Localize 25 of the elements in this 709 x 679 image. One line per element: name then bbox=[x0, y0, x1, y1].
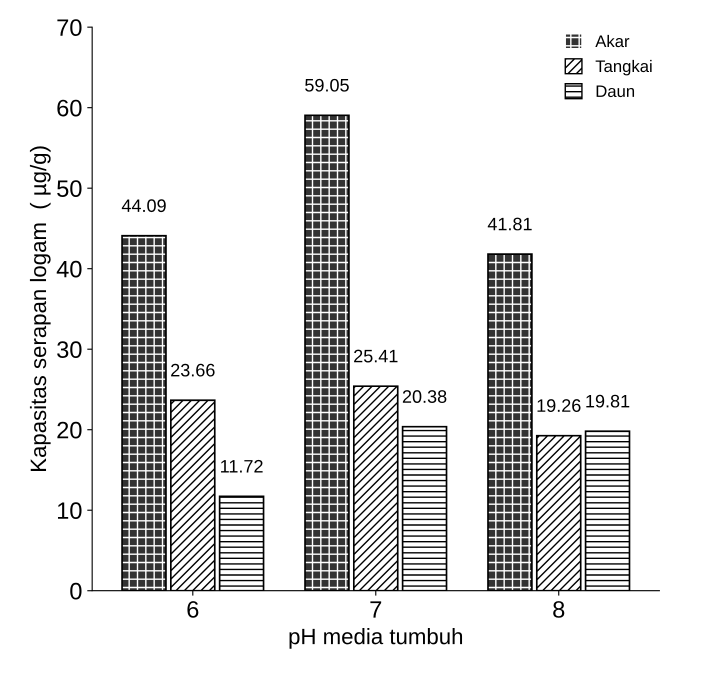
y-tick-label: 70 bbox=[57, 19, 82, 36]
x-tick-label: 6 bbox=[187, 601, 198, 618]
data-label: 23.66 bbox=[171, 364, 215, 377]
data-label: 44.09 bbox=[122, 199, 166, 212]
legend-label: Akar bbox=[595, 34, 630, 48]
y-tick-label: 20 bbox=[57, 422, 82, 438]
data-label: 25.41 bbox=[354, 350, 398, 362]
y-tick-label: 40 bbox=[56, 260, 82, 278]
y-tick-label: 10 bbox=[58, 502, 82, 520]
y-tick-label: 30 bbox=[57, 341, 82, 358]
x-tick-label: 7 bbox=[370, 601, 382, 618]
data-label: 11.72 bbox=[221, 460, 263, 472]
legend-label: Tangkai bbox=[596, 60, 652, 76]
data-label: 59.05 bbox=[305, 78, 349, 92]
data-label: 41.81 bbox=[488, 218, 532, 230]
data-label: 20.38 bbox=[402, 390, 446, 403]
legend-label: Daun bbox=[596, 85, 634, 98]
y-tick-label: 60 bbox=[57, 100, 82, 116]
data-label: 19.81 bbox=[586, 394, 630, 408]
data-label: 19.26 bbox=[538, 399, 581, 412]
x-tick-label: 8 bbox=[553, 601, 564, 618]
y-tick-label: 0 bbox=[70, 582, 82, 600]
y-axis-title: Kapasitas serapan logam ( µg/g) bbox=[30, 146, 51, 472]
x-axis-title: pH media tumbuh bbox=[290, 628, 462, 649]
y-tick-label: 50 bbox=[57, 180, 82, 197]
